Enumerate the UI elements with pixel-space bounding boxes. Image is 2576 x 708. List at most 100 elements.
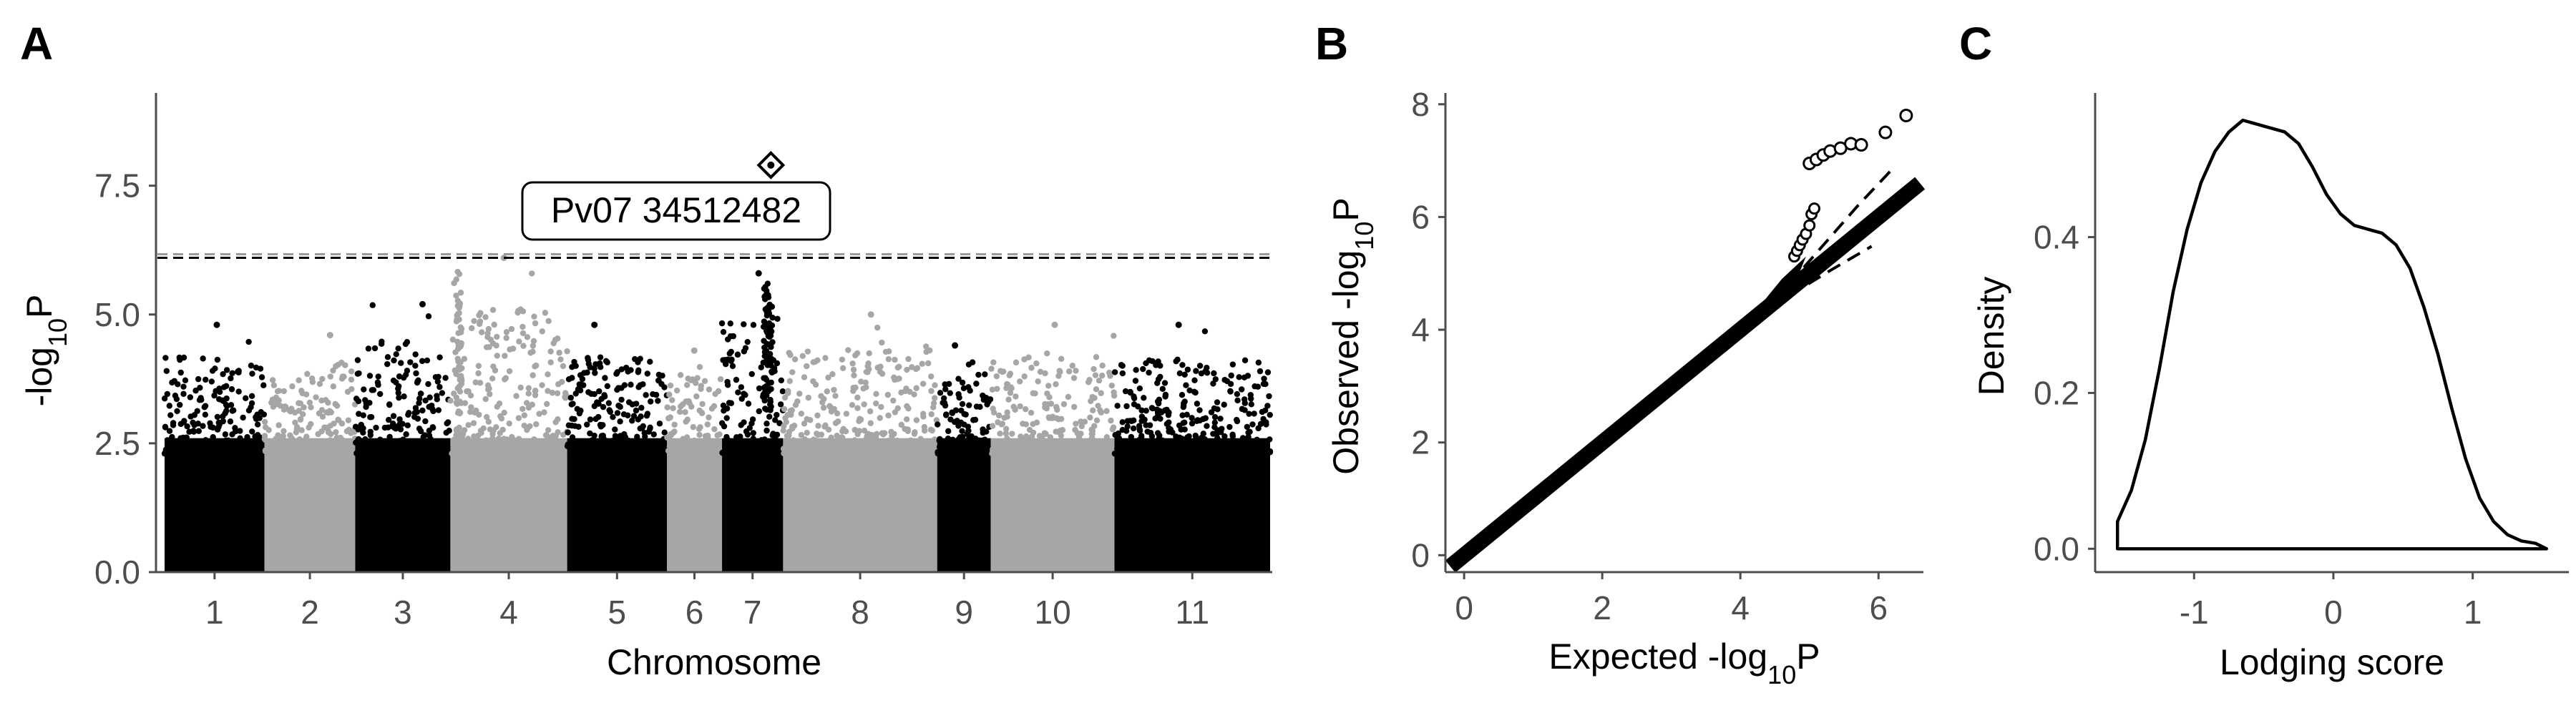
snp-point bbox=[1224, 449, 1231, 456]
chromosome-6-bulk bbox=[667, 438, 723, 572]
snp-point bbox=[483, 413, 490, 421]
snp-point bbox=[787, 410, 794, 416]
snp-point bbox=[873, 390, 879, 398]
y-tick-label: 0.0 bbox=[94, 554, 140, 591]
snp-point bbox=[748, 443, 755, 450]
snp-point bbox=[1191, 388, 1198, 395]
snp-point bbox=[903, 416, 910, 423]
snp-point bbox=[671, 450, 678, 457]
snp-point bbox=[525, 450, 532, 456]
snp-point bbox=[1204, 423, 1210, 429]
snp-point bbox=[1189, 420, 1196, 427]
snp-point bbox=[202, 403, 209, 409]
snp-point bbox=[447, 398, 454, 404]
snp-point bbox=[372, 451, 379, 457]
snp-point bbox=[539, 328, 546, 335]
snp-point bbox=[791, 356, 799, 363]
snp-point bbox=[985, 398, 992, 405]
snp-point bbox=[361, 386, 367, 393]
snp-point bbox=[1146, 369, 1152, 376]
snp-point bbox=[396, 416, 403, 423]
snp-point bbox=[763, 427, 770, 434]
snp-point bbox=[741, 321, 747, 328]
snp-point bbox=[597, 443, 603, 450]
snp-point bbox=[966, 402, 972, 408]
snp-point bbox=[544, 400, 550, 408]
snp-point bbox=[1180, 420, 1186, 426]
snp-point bbox=[503, 335, 509, 341]
snp-point bbox=[655, 377, 662, 384]
snp-point bbox=[477, 318, 484, 325]
snp-point bbox=[545, 427, 552, 433]
snp-point bbox=[1112, 432, 1118, 438]
snp-point bbox=[919, 360, 925, 367]
snp-point bbox=[594, 438, 601, 446]
confidence-upper-line bbox=[1787, 168, 1894, 286]
snp-point bbox=[216, 385, 223, 392]
snp-point bbox=[1189, 446, 1196, 453]
snp-point bbox=[500, 436, 507, 442]
snp-point bbox=[588, 437, 595, 443]
snp-point bbox=[993, 439, 1000, 446]
snp-point bbox=[249, 370, 255, 377]
snp-point bbox=[696, 363, 703, 370]
snp-point bbox=[1262, 446, 1268, 452]
snp-point bbox=[1202, 368, 1209, 375]
y-tick-label: 2.5 bbox=[94, 425, 140, 462]
snp-point bbox=[457, 329, 464, 335]
snp-point bbox=[885, 438, 892, 444]
snp-point bbox=[491, 321, 497, 328]
snp-point bbox=[453, 394, 460, 401]
snp-point bbox=[867, 420, 874, 426]
snp-point bbox=[1008, 385, 1015, 392]
snp-point bbox=[1043, 431, 1049, 438]
density-plot: 0.0 0.2 0.4 -1 0 1 Lodging score Density bbox=[1971, 93, 2569, 682]
snp-point bbox=[969, 359, 976, 365]
snp-point bbox=[472, 379, 479, 385]
snp-point bbox=[1229, 361, 1236, 368]
snp-point bbox=[698, 385, 704, 393]
snp-point bbox=[229, 370, 235, 376]
snp-point bbox=[927, 347, 933, 354]
snp-point bbox=[1045, 401, 1051, 408]
snp-point bbox=[387, 448, 394, 455]
snp-point bbox=[614, 410, 621, 416]
snp-point bbox=[348, 368, 355, 375]
snp-point bbox=[1096, 377, 1103, 384]
snp-point bbox=[254, 411, 260, 418]
y-axis-title-main: Observed -log bbox=[1326, 250, 1366, 475]
panel-label-a: A bbox=[20, 18, 53, 69]
snp-point bbox=[316, 410, 323, 417]
snp-point bbox=[591, 403, 598, 410]
snp-point bbox=[496, 448, 502, 454]
snp-point bbox=[894, 437, 901, 444]
snp-point bbox=[656, 421, 663, 427]
snp-point bbox=[429, 424, 436, 431]
snp-point bbox=[1095, 403, 1101, 409]
snp-point bbox=[399, 421, 406, 427]
snp-point bbox=[688, 403, 695, 410]
snp-point bbox=[457, 388, 464, 395]
snp-point bbox=[426, 394, 433, 400]
snp-point bbox=[412, 351, 419, 358]
snp-point bbox=[181, 418, 187, 424]
observed-point bbox=[1803, 219, 1816, 232]
snp-point bbox=[617, 403, 623, 410]
snp-point bbox=[858, 450, 864, 457]
snp-point bbox=[407, 359, 414, 365]
snp-point bbox=[1007, 390, 1014, 396]
snp-point bbox=[575, 448, 582, 456]
snp-point bbox=[1211, 413, 1219, 421]
snp-point bbox=[947, 449, 954, 456]
snp-point bbox=[1037, 368, 1044, 375]
snp-point bbox=[237, 428, 243, 434]
snp-point bbox=[1035, 378, 1041, 385]
snp-point bbox=[513, 393, 519, 399]
snp-point bbox=[843, 410, 850, 417]
snp-point bbox=[1003, 441, 1010, 447]
snp-point bbox=[490, 363, 497, 370]
snp-point bbox=[877, 415, 883, 421]
snp-point bbox=[1241, 407, 1248, 413]
snp-point bbox=[1236, 374, 1242, 380]
